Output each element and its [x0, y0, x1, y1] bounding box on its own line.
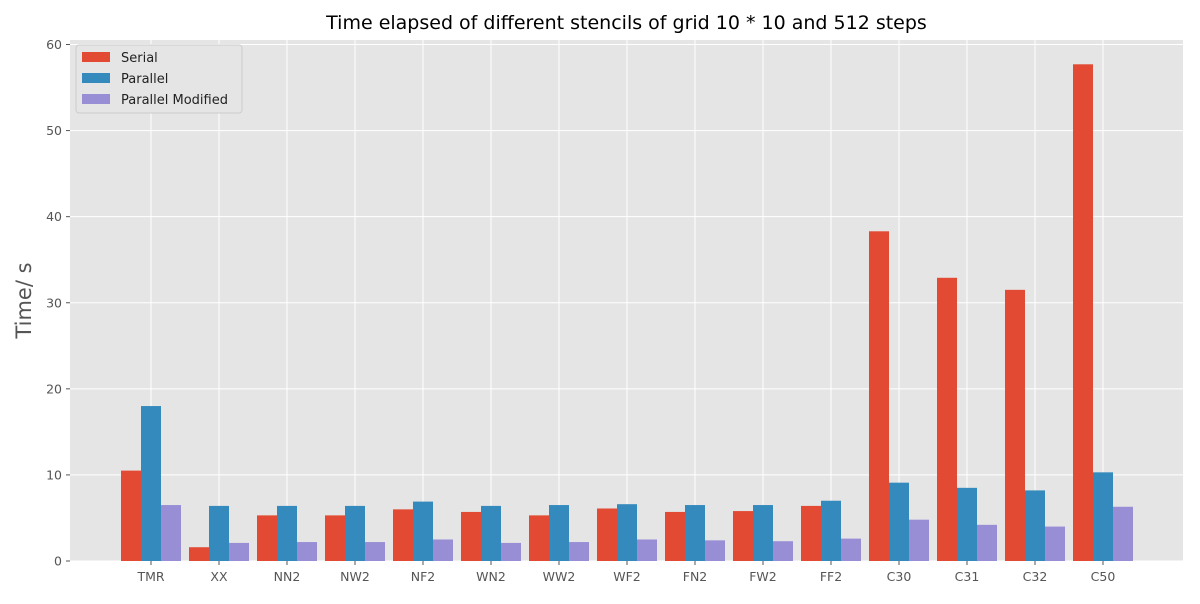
legend-swatch	[82, 52, 110, 62]
legend-box	[75, 44, 243, 114]
grid-lines	[70, 40, 1183, 562]
bar-serial	[869, 231, 889, 561]
bar-parallel-modified	[909, 519, 929, 561]
x-tick-label: WW2	[543, 569, 576, 584]
legend-label: Parallel Modified	[121, 93, 228, 108]
x-tick-label: FN2	[683, 569, 708, 584]
bar-serial	[461, 511, 481, 561]
bar-parallel	[481, 505, 501, 561]
bar-parallel	[821, 500, 841, 561]
bar-parallel-modified	[229, 542, 249, 561]
bar-parallel	[685, 505, 705, 561]
bar-serial	[529, 515, 549, 561]
bar-parallel-modified	[501, 542, 521, 561]
bar-parallel	[1025, 490, 1045, 561]
y-tick-label: 50	[46, 123, 62, 138]
bar-serial	[801, 505, 821, 561]
y-tick-label: 40	[46, 209, 62, 224]
bar-parallel-modified	[841, 538, 861, 561]
bar-parallel	[413, 501, 433, 561]
bar-parallel	[1093, 472, 1113, 561]
bar-parallel-modified	[161, 505, 181, 561]
y-tick-label: 20	[46, 381, 62, 396]
x-tick-label: NW2	[340, 569, 370, 584]
bar-parallel-modified	[1045, 526, 1065, 561]
bar-parallel-modified	[569, 542, 589, 561]
bar-parallel	[209, 505, 229, 561]
x-tick-label: WN2	[476, 569, 506, 584]
bar-serial	[121, 470, 141, 561]
x-tick-label: NN2	[274, 569, 301, 584]
bar-parallel	[889, 482, 909, 561]
x-tick-label: C31	[955, 569, 980, 584]
chart-title: Time elapsed of different stencils of gr…	[325, 12, 927, 34]
bar-serial	[325, 515, 345, 561]
x-tick-label: NF2	[411, 569, 436, 584]
bar-parallel-modified	[297, 542, 317, 561]
x-tick-label: FF2	[820, 569, 842, 584]
y-axis-label: Time/ s	[12, 262, 36, 339]
bar-parallel-modified	[1113, 506, 1133, 561]
bar-parallel-modified	[637, 539, 657, 561]
x-axis-ticks: TMR XX NN2 NW2 NF2 WN2 WW2 WF2 FN2 FW2 FF2 C30 C31 C3…	[136, 561, 1115, 584]
bar-parallel-modified	[773, 541, 793, 561]
bar-parallel	[345, 505, 365, 561]
x-tick-label: C30	[887, 569, 912, 584]
bar-parallel-modified	[977, 524, 997, 561]
bar-serial	[393, 509, 413, 561]
bar-serial	[733, 511, 753, 561]
x-tick-label: C32	[1023, 569, 1048, 584]
bar-serial	[597, 508, 617, 561]
legend: Serial Parallel Parallel Modified	[75, 44, 243, 114]
bar-parallel-modified	[365, 542, 385, 561]
y-tick-label: 60	[46, 37, 62, 52]
x-tick-label: WF2	[613, 569, 641, 584]
y-tick-label: 10	[46, 467, 62, 482]
bar-parallel	[277, 505, 297, 561]
bar-parallel	[753, 505, 773, 561]
x-tick-label: C50	[1091, 569, 1116, 584]
legend-swatch	[82, 73, 110, 83]
x-tick-label: TMR	[136, 569, 164, 584]
x-tick-label: XX	[210, 569, 228, 584]
bar-serial	[1073, 64, 1093, 561]
bar-parallel	[957, 487, 977, 561]
bars	[121, 64, 1133, 561]
x-tick-label: FW2	[749, 569, 777, 584]
bar-parallel	[617, 504, 637, 561]
bar-parallel-modified	[433, 539, 453, 561]
y-tick-label: 0	[54, 554, 62, 569]
bar-serial	[1005, 289, 1025, 561]
bar-parallel	[141, 406, 161, 561]
legend-swatch	[82, 94, 110, 104]
bar-serial	[937, 277, 957, 561]
bar-parallel-modified	[705, 540, 725, 561]
bar-serial	[257, 515, 277, 561]
legend-label: Parallel	[121, 72, 168, 87]
bar-serial	[189, 547, 209, 561]
y-tick-label: 30	[46, 295, 62, 310]
bar-serial	[665, 511, 685, 561]
legend-label: Serial	[121, 51, 158, 66]
y-axis-ticks: 0 10 20 30 40 50 60	[46, 37, 70, 569]
bar-parallel	[549, 505, 569, 561]
